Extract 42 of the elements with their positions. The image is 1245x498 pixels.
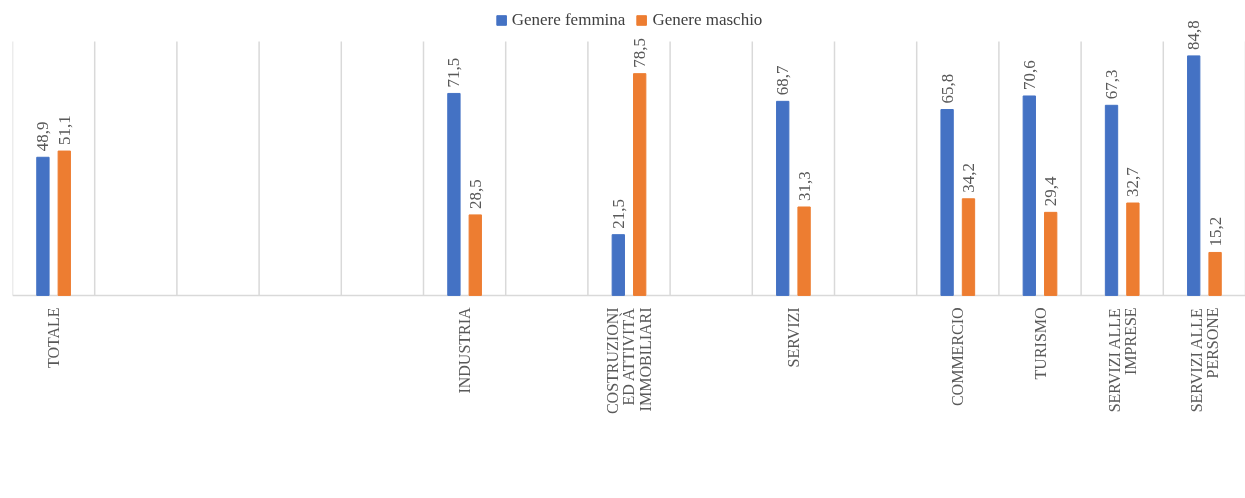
bar (797, 206, 811, 296)
data-label: 51,1 (54, 115, 74, 146)
bar (447, 92, 461, 296)
bar (1104, 104, 1119, 296)
data-label: 15,2 (1205, 216, 1225, 247)
x-tick-label: SERVIZI ALLE IMPRESE (1105, 307, 1139, 413)
bar (1044, 211, 1058, 296)
data-label: 71,5 (444, 57, 464, 88)
data-label: 70,6 (1019, 60, 1039, 90)
data-label: 28,5 (465, 179, 485, 209)
data-label: 67,3 (1102, 69, 1122, 100)
x-tick-label: SERVIZI (784, 307, 802, 368)
data-label: 78,5 (630, 37, 650, 68)
bar (940, 109, 954, 296)
bar (57, 150, 71, 296)
data-label: 68,7 (773, 65, 793, 96)
data-label: 29,4 (1041, 176, 1061, 207)
bar (1126, 202, 1140, 296)
bar (1187, 55, 1201, 296)
x-tick-label: INDUSTRIA (456, 306, 474, 394)
bar (776, 100, 790, 296)
data-label: 31,3 (794, 171, 814, 201)
x-tick-label: COSTRUZIONI ED ATTIVITÀ IMMOBILIARI (604, 307, 654, 415)
bar (633, 73, 647, 296)
data-label: 65,8 (937, 73, 957, 104)
data-label: 34,2 (958, 163, 978, 193)
bar (468, 214, 482, 296)
bar (36, 156, 50, 296)
data-label: 84,8 (1184, 20, 1204, 50)
legend-label: Genere maschio (652, 10, 763, 30)
bar (611, 234, 625, 296)
x-tick-label: SERVIZI ALLE PERSONE (1187, 307, 1221, 413)
data-label: 21,5 (608, 198, 628, 229)
bar (1208, 251, 1222, 296)
bar (961, 198, 976, 296)
data-label: 48,9 (33, 121, 53, 152)
x-tick-label: TURISMO (1031, 307, 1049, 380)
x-tick-label: TOTALE (45, 307, 63, 369)
x-tick-label: COMMERCIO (949, 307, 967, 407)
bar (1022, 95, 1036, 296)
data-label: 32,7 (1123, 166, 1143, 198)
legend-label: Genere femmina (511, 10, 626, 30)
